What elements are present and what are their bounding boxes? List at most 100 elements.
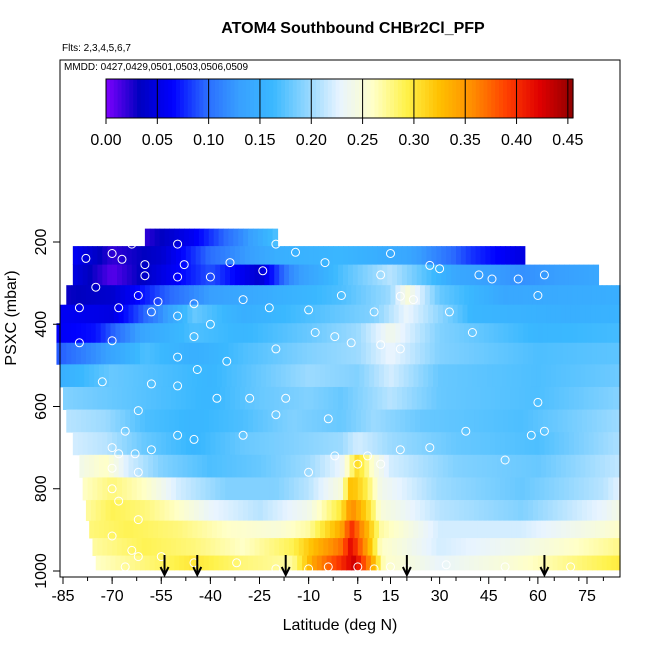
heatmap-cell [408,520,415,539]
heatmap-cell [562,409,568,433]
heatmap-layer [63,386,621,410]
heatmap-cell [575,454,582,478]
heatmap-cell [280,520,287,539]
colorbar-swatch [199,79,204,118]
heatmap-cell [153,454,159,478]
heatmap-cell [514,246,521,266]
heatmap-cell [108,364,115,388]
heatmap-cell [205,432,211,456]
heatmap-cell [89,364,95,388]
heatmap-cell [133,520,139,539]
colorbar-swatch [530,79,535,118]
sample-point [120,426,130,436]
colorbar-swatch [296,79,302,118]
heatmap-cell [94,364,100,388]
heatmap-cell [361,285,367,306]
heatmap-cell [580,520,586,539]
heatmap-cell [470,246,477,266]
heatmap-cell [492,304,498,324]
heatmap-cell [513,500,519,522]
heatmap-cell [510,246,516,266]
heatmap-cell [429,409,436,433]
colorbar-swatch [448,79,453,118]
sample-point [189,332,199,342]
colorbar-swatch [222,79,228,118]
heatmap-cell [390,323,397,344]
heatmap-cell [600,364,606,388]
sample-point [566,562,576,572]
sample-point [140,271,150,281]
heatmap-cell [339,520,346,539]
heatmap-cell [333,264,339,286]
heatmap-cell [372,264,378,286]
heatmap-cell [128,304,135,324]
heatmap-cell [456,246,462,266]
heatmap-cell [130,555,136,571]
heatmap-cell [459,323,465,344]
heatmap-cell [541,364,547,388]
heatmap-cell [133,364,139,388]
heatmap-cell [277,409,284,433]
heatmap-cell [328,477,334,501]
heatmap-cell [582,342,588,365]
sample-point [323,562,333,572]
colorbar: 0.00 0.05 0.10 0.15 0.20 0.25 0.30 0.35 0.40 0.45 [90,78,584,149]
colorbar-swatch [179,79,185,118]
heatmap-cell [174,342,180,365]
heatmap-cell [184,555,190,571]
heatmap-cell [71,409,77,433]
heatmap-cell [510,538,516,556]
colorbar-swatch [553,79,559,118]
heatmap-cell [588,432,595,456]
heatmap-cell [326,323,333,344]
heatmap-cell [110,500,116,522]
heatmap-cell [288,432,295,456]
heatmap-cell [493,323,500,344]
heatmap-cell [436,246,442,266]
heatmap-cell [172,454,179,478]
heatmap-cell [84,304,90,324]
heatmap-cell [580,454,586,478]
heatmap-cell [485,432,491,456]
heatmap-cell [521,454,528,478]
heatmap-cell [311,555,318,571]
heatmap-cell [336,323,342,344]
heatmap-cell [531,454,537,478]
heatmap-cell [587,500,593,522]
heatmap-cell [135,500,141,522]
heatmap-cell [102,538,108,556]
colorbar-swatch [129,79,134,118]
heatmap-cell [141,246,148,266]
heatmap-cell [459,409,465,433]
heatmap-cell [618,538,621,556]
heatmap-layer [85,500,621,522]
heatmap-cell [557,409,564,433]
colorbar-swatch [265,79,271,118]
heatmap-cell [303,386,310,410]
heatmap-cell [262,555,269,571]
heatmap-cell [578,538,585,556]
heatmap-cell [429,285,436,306]
heatmap-cell [452,520,459,539]
heatmap-cell [439,285,446,306]
sample-point [444,307,454,317]
heatmap-cell [184,409,190,433]
heatmap-cell [464,323,470,344]
heatmap-cell [136,386,143,410]
heatmap-cell [149,228,156,247]
heatmap-cell [508,323,514,344]
heatmap-cell [213,228,220,247]
heatmap-cell [508,555,514,571]
heatmap-cell [462,304,469,324]
heatmap-cell [408,454,415,478]
colorbar-swatch [125,79,130,118]
heatmap-cell [218,323,225,344]
colorbar-swatch [440,79,446,118]
heatmap-cell [600,454,606,478]
heatmap-cell [560,520,567,539]
heatmap-cell [583,538,590,556]
heatmap-cell [144,409,151,433]
heatmap-cell [270,364,277,388]
heatmap-cell [352,386,359,410]
heatmap-cell [257,500,264,522]
